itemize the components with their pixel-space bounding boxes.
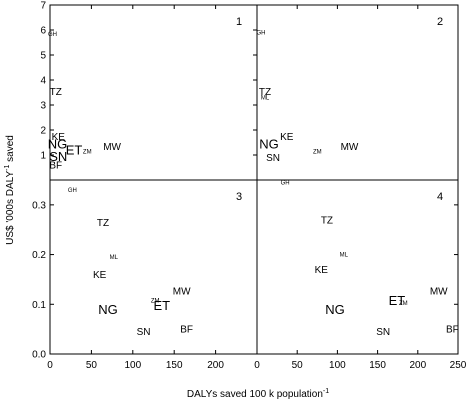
y-tick-label: 2 (40, 126, 46, 137)
data-point-label: NG (325, 302, 345, 317)
data-point-label: TZ (97, 218, 109, 229)
y-tick-label: 3 (40, 101, 46, 112)
x-tick-label: 200 (409, 360, 426, 371)
data-point-label: KE (93, 270, 107, 281)
panel-numbers: 1 2 3 4 (236, 16, 443, 203)
data-point-label: ET (66, 143, 83, 158)
x-tick-label: 50 (292, 360, 304, 371)
data-point-label: TZ (321, 215, 333, 226)
y-tick-label: 5 (40, 51, 46, 62)
data-point-label: SN (137, 327, 151, 338)
x-tick-label: 0 (254, 360, 260, 371)
panel-number: 1 (236, 16, 242, 28)
data-point-label: GH (281, 181, 290, 187)
data-point-label: NG (98, 302, 118, 317)
x-tick-label: 0 (47, 360, 53, 371)
data-point-label: KE (315, 265, 329, 276)
data-point-label: MW (103, 142, 121, 153)
data-point-label: ZM (151, 298, 160, 304)
x-tick-label: 150 (166, 360, 183, 371)
x-tick-label: 50 (86, 360, 98, 371)
y-tick-label: 0.3 (32, 200, 46, 211)
panel-number: 2 (437, 16, 443, 28)
data-point-label: SN (376, 327, 390, 338)
data-point-label: GH (68, 188, 77, 194)
data-point-label: ET (389, 293, 406, 308)
data-point-label: NG (259, 136, 279, 151)
x-axis-label: DALYs saved 100 k population-1 (187, 388, 329, 400)
y-tick-label: 0.2 (32, 250, 46, 261)
data-point-label: SN (49, 149, 67, 164)
x-tick-label: 100 (329, 360, 346, 371)
data-point-label: GH (48, 32, 57, 38)
y-tick-label: 1 (40, 151, 46, 162)
y-tick-label: 4 (40, 76, 46, 87)
x-tick-label: 250 (450, 360, 467, 371)
y-tick-label: 7 (40, 1, 46, 12)
data-point-label: ZM (313, 149, 322, 155)
data-point-label: MW (173, 286, 191, 297)
y-tick-label: 6 (40, 26, 46, 37)
y-tick-label: 0.1 (32, 300, 46, 311)
data-point-label: MW (430, 286, 448, 297)
data-point-label: ET (153, 298, 170, 313)
panel-number: 3 (236, 191, 242, 203)
data-point-label: ML (340, 253, 349, 259)
x-tick-label: 150 (369, 360, 386, 371)
data-point-label: MW (341, 142, 359, 153)
data-point-label: GH (257, 31, 266, 37)
x-tick-label: 200 (207, 360, 224, 371)
data-point-label: ML (110, 255, 119, 261)
data-point-label: KE (280, 132, 294, 143)
data-point-label: NG (48, 136, 68, 151)
panel-number: 4 (437, 191, 443, 203)
data-point-label: SN (266, 153, 280, 164)
y-axis-label: US$ '000s DALY-1 saved (4, 135, 16, 245)
data-point-label: ZM (399, 301, 408, 307)
data-point-label: ML (261, 96, 270, 102)
data-point-label: TZ (259, 87, 271, 98)
data-point-label: BF (49, 161, 62, 172)
ticks: 1 2 3 4 5 6 7 0.0 0.1 0.2 0.3 0 50 100 150 200 0 50 100 150… (32, 1, 467, 372)
data-point-label: BF (180, 325, 193, 336)
x-tick-label: 100 (124, 360, 141, 371)
data-point-label: TZ (50, 87, 62, 98)
data-point-label: ZM (83, 149, 92, 155)
data-point-label: KE (52, 132, 66, 143)
y-tick-label: 0.0 (32, 350, 46, 361)
data-point-label: BF (446, 325, 459, 336)
